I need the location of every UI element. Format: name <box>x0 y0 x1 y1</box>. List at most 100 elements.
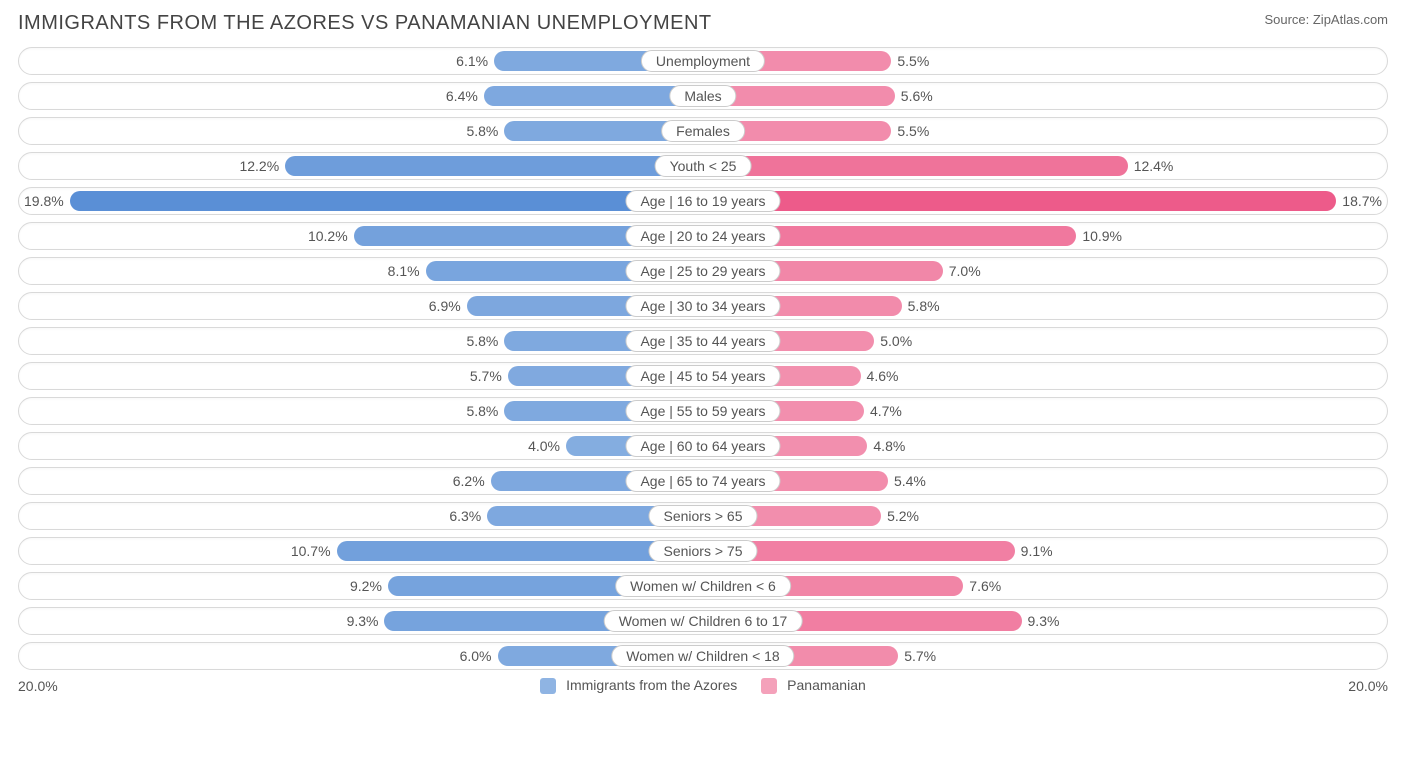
row-right-half: 5.4% <box>703 465 1388 496</box>
value-left: 6.4% <box>446 88 478 104</box>
chart-row: 6.1%5.5%Unemployment <box>18 45 1388 76</box>
header: IMMIGRANTS FROM THE AZORES VS PANAMANIAN… <box>18 12 1388 35</box>
value-right: 4.6% <box>867 368 899 384</box>
chart-row: 6.4% 5.6%Males <box>18 80 1388 111</box>
value-left: 5.8% <box>466 333 498 349</box>
row-left-half: 6.0% <box>18 640 703 671</box>
chart-footer: 20.0% Immigrants from the Azores Panaman… <box>18 677 1388 694</box>
value-right: 5.7% <box>904 648 936 664</box>
row-left-half: 9.3% <box>18 605 703 636</box>
value-right: 5.0% <box>880 333 912 349</box>
row-left-half: 12.2% <box>18 150 703 181</box>
row-left-half: 8.1% <box>18 255 703 286</box>
row-right-half: 7.0% <box>703 255 1388 286</box>
row-right-half: 5.6% <box>703 80 1388 111</box>
value-left: 4.0% <box>528 438 560 454</box>
value-right: 7.6% <box>969 578 1001 594</box>
value-left: 8.1% <box>388 263 420 279</box>
legend-swatch-left <box>540 678 556 694</box>
chart-row: 5.7% 4.6% Age | 45 to 54 years <box>18 360 1388 391</box>
diverging-bar-chart: 6.1%5.5%Unemployment6.4%5.6%Males5.8%5.5… <box>18 45 1388 671</box>
value-left: 9.2% <box>350 578 382 594</box>
value-left: 6.0% <box>460 648 492 664</box>
legend-item-right: Panamanian <box>761 677 866 694</box>
row-left-half: 5.8% <box>18 325 703 356</box>
chart-row: 9.2% 7.6% Women w/ Children < 6 <box>18 570 1388 601</box>
value-left: 5.8% <box>466 403 498 419</box>
row-left-half: 10.2% <box>18 220 703 251</box>
category-label: Age | 45 to 54 years <box>625 365 780 387</box>
row-left-half: 6.1% <box>18 45 703 76</box>
row-right-half: 4.7% <box>703 395 1388 426</box>
row-left-half: 6.3% <box>18 500 703 531</box>
category-label: Age | 20 to 24 years <box>625 225 780 247</box>
value-left: 9.3% <box>347 613 379 629</box>
legend: Immigrants from the Azores Panamanian <box>540 677 866 694</box>
bar-left <box>285 156 703 176</box>
row-right-half: 12.4% <box>703 150 1388 181</box>
value-right: 9.1% <box>1021 543 1053 559</box>
value-right: 4.7% <box>870 403 902 419</box>
value-right: 5.8% <box>908 298 940 314</box>
value-right: 7.0% <box>949 263 981 279</box>
row-right-half: 5.0% <box>703 325 1388 356</box>
chart-row: 4.0%4.8%Age | 60 to 64 years <box>18 430 1388 461</box>
category-label: Age | 16 to 19 years <box>625 190 780 212</box>
chart-row: 8.1%7.0%Age | 25 to 29 years <box>18 255 1388 286</box>
chart-row: 19.8% 18.7% Age | 16 to 19 years <box>18 185 1388 216</box>
axis-max-left: 20.0% <box>18 678 58 694</box>
category-label: Seniors > 65 <box>649 505 758 527</box>
source-label: Source: ZipAtlas.com <box>1264 12 1388 27</box>
chart-row: 6.3% 5.2% Seniors > 65 <box>18 500 1388 531</box>
value-left: 6.2% <box>453 473 485 489</box>
row-right-half: 18.7% <box>703 185 1388 216</box>
value-right: 5.4% <box>894 473 926 489</box>
value-right: 12.4% <box>1134 158 1174 174</box>
chart-title: IMMIGRANTS FROM THE AZORES VS PANAMANIAN… <box>18 12 712 35</box>
category-label: Males <box>669 85 736 107</box>
bar-right <box>703 191 1336 211</box>
row-right-half: 5.5% <box>703 115 1388 146</box>
legend-label-right: Panamanian <box>787 677 866 693</box>
chart-row: 10.2%10.9%Age | 20 to 24 years <box>18 220 1388 251</box>
category-label: Age | 30 to 34 years <box>625 295 780 317</box>
chart-row: 6.9%5.8%Age | 30 to 34 years <box>18 290 1388 321</box>
legend-item-left: Immigrants from the Azores <box>540 677 737 694</box>
bar-right <box>703 156 1128 176</box>
row-left-half: 9.2% <box>18 570 703 601</box>
value-right: 4.8% <box>873 438 905 454</box>
row-left-half: 6.4% <box>18 80 703 111</box>
value-right: 5.5% <box>897 53 929 69</box>
row-left-half: 6.2% <box>18 465 703 496</box>
axis-max-right: 20.0% <box>1348 678 1388 694</box>
row-right-half: 4.8% <box>703 430 1388 461</box>
value-left: 10.7% <box>291 543 331 559</box>
legend-label-left: Immigrants from the Azores <box>566 677 737 693</box>
category-label: Seniors > 75 <box>649 540 758 562</box>
category-label: Youth < 25 <box>655 155 752 177</box>
row-right-half: 5.7% <box>703 640 1388 671</box>
category-label: Age | 65 to 74 years <box>625 470 780 492</box>
value-right: 9.3% <box>1028 613 1060 629</box>
value-right: 5.2% <box>887 508 919 524</box>
chart-row: 10.7% 9.1% Seniors > 75 <box>18 535 1388 566</box>
legend-swatch-right <box>761 678 777 694</box>
row-right-half: 5.2% <box>703 500 1388 531</box>
row-left-half: 5.8% <box>18 395 703 426</box>
value-left: 5.7% <box>470 368 502 384</box>
row-right-half: 5.8% <box>703 290 1388 321</box>
chart-row: 12.2% 12.4% Youth < 25 <box>18 150 1388 181</box>
chart-row: 5.8%4.7%Age | 55 to 59 years <box>18 395 1388 426</box>
value-left: 6.3% <box>449 508 481 524</box>
category-label: Women w/ Children 6 to 17 <box>604 610 803 632</box>
category-label: Women w/ Children < 18 <box>611 645 794 667</box>
value-left: 5.8% <box>466 123 498 139</box>
chart-row: 6.0% 5.7% Women w/ Children < 18 <box>18 640 1388 671</box>
value-left: 19.8% <box>24 193 64 209</box>
chart-row: 9.3% 9.3% Women w/ Children 6 to 17 <box>18 605 1388 636</box>
value-right: 18.7% <box>1342 193 1382 209</box>
row-left-half: 19.8% <box>18 185 703 216</box>
value-left: 10.2% <box>308 228 348 244</box>
category-label: Women w/ Children < 6 <box>615 575 791 597</box>
chart-row: 6.2% 5.4% Age | 65 to 74 years <box>18 465 1388 496</box>
